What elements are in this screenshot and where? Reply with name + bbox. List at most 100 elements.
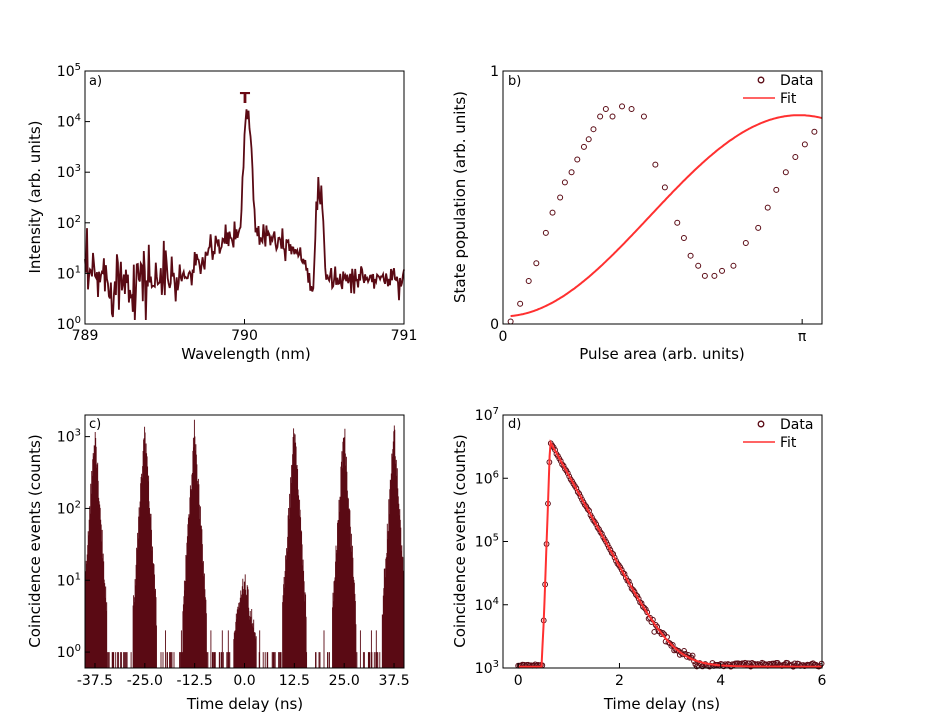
panel-b-frame [502,70,823,325]
data-point [517,300,524,307]
x-tick-label: 789 [72,328,99,344]
data-point [557,458,564,464]
data-point [561,179,568,186]
x-tick-label: -12.5 [177,673,213,689]
legend-data-label: Data [780,73,813,89]
y-tick-label: 101 [57,264,81,282]
legend-data-marker [757,420,765,428]
x-tick-label: 6 [818,673,827,689]
x-tick-label: 2 [615,673,624,689]
panel-d-ylabel: Coincidence events (counts) [451,434,469,647]
panel-b-label: b) [508,74,521,89]
data-point [711,272,718,279]
panel-d-plot [515,439,825,670]
data-point [566,473,573,480]
data-point [580,143,587,150]
x-tick-label: π [798,329,807,345]
y-tick-label: 100 [57,643,81,661]
x-tick-label: 0 [514,673,523,689]
y-tick-label: 104 [475,596,499,614]
panel-c-plot [84,419,405,668]
data-point [584,506,591,513]
data-point [507,318,514,325]
data-point [525,277,532,284]
panel-a-ticks: 789 790 791 100 101 102 103 104 105 [57,62,418,344]
data-point [680,234,687,241]
y-tick-label: 107 [475,406,499,424]
panel-a-plot [84,109,405,321]
data-point [608,550,615,556]
legend-data-marker [757,76,765,84]
data-point [619,103,626,110]
x-tick-label: 790 [231,328,258,344]
panel-b-legend: Data Fit [743,73,813,107]
data-point [652,161,659,168]
data-point [681,647,687,654]
data-point [632,591,639,598]
fit-line [518,439,822,668]
data-point [773,186,780,193]
data-point [602,105,609,112]
data-point [628,105,635,112]
data-point [549,209,556,216]
data-point [597,529,604,536]
data-point [577,493,584,500]
y-tick-label: 103 [475,659,499,677]
data-point [764,204,771,211]
x-tick-label: -25.0 [127,673,163,689]
x-tick-label: 4 [716,673,725,689]
spectrum-line [84,109,405,321]
data-point [689,652,696,659]
y-tick-label: 100 [57,315,81,333]
data-point [542,229,549,236]
data-point [695,262,702,269]
data-point [782,169,789,176]
x-tick-label: 12.5 [279,673,310,689]
data-point [576,490,583,497]
y-tick-label: 102 [57,214,81,232]
data-point [590,126,597,133]
data-point [623,574,629,581]
panel-c: c) Time delay (ns) Coincidence events (c… [26,414,410,713]
data-point [597,113,604,120]
panel-d-ticks: 0 2 4 6 103 104 105 106 107 [475,406,827,689]
panel-b: b) Pulse area (arb. units) State populat… [451,64,823,363]
data-point [611,554,618,561]
y-tick-label: 105 [475,533,499,551]
data-point [661,184,668,191]
data-point [627,581,634,588]
y-tick-label: 102 [57,499,81,517]
panel-b-xlabel: Pulse area (arb. units) [579,345,744,363]
panel-b-plot [507,103,823,325]
data-point [574,156,581,163]
data-point [719,267,726,274]
panel-b-ticks: 0π2π01 [490,64,807,345]
panel-d-legend: Data Fit [743,417,813,451]
y-tick-label: 103 [57,428,81,446]
legend-fit-label: Fit [780,435,797,451]
data-point [742,240,749,247]
data-point [607,547,614,553]
data-point [585,136,592,143]
data-point [701,272,708,279]
data-point [640,113,647,120]
panel-a-xlabel: Wavelength (nm) [181,345,311,363]
y-tick-label: 1 [490,64,499,80]
panel-d-xlabel: Time delay (ns) [603,695,720,713]
data-point [810,660,816,667]
data-point [568,169,575,176]
fit-line [510,114,823,318]
legend-fit-label: Fit [780,91,797,107]
data-point [730,262,737,269]
panel-a-label: a) [89,74,102,89]
y-tick-label: 106 [475,469,499,487]
panel-c-label: c) [89,417,101,432]
panel-c-ticks: -37.5 -25.0 -12.5 0.0 12.5 25.0 37.5 100 101 102 1… [57,428,410,689]
data-point [801,141,808,148]
histogram-bars [84,419,405,668]
data-point [557,194,564,201]
panel-a-ylabel: Intensity (arb. units) [26,120,44,273]
x-tick-label: 791 [391,328,418,344]
x-tick-label: 0 [499,329,508,345]
panel-c-ylabel: Coincidence events (counts) [26,434,44,647]
